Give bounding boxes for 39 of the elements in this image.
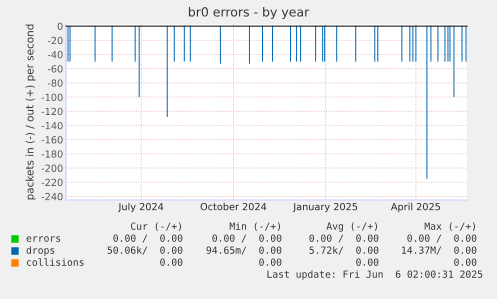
legend-label: drops: [26, 246, 54, 256]
text: 0.00: [160, 258, 182, 266]
y-tick-label: 0: [58, 22, 63, 30]
y-tick-label: -100: [42, 94, 63, 101]
y-tick-label: -240: [42, 192, 63, 200]
y-tick-label: -40: [48, 50, 63, 58]
text: 50.06k/ 0.00: [108, 246, 182, 255]
x-tick-label: January 2025: [292, 202, 358, 212]
x-tick-label: July 2024: [118, 202, 164, 212]
y-tick-label: -160: [42, 136, 63, 144]
text: Cur (-/+): [130, 222, 181, 231]
y-tick-label: -200: [42, 164, 63, 172]
text: 0.00: [259, 258, 282, 266]
text: Max (-/+): [424, 222, 475, 231]
y-tick-label: -220: [42, 178, 63, 186]
text: 0.00 / 0.00: [407, 234, 476, 243]
text: Avg (-/+): [326, 222, 377, 232]
text: 94.65m/ 0.00: [206, 246, 282, 255]
y-tick-label: -60: [48, 65, 63, 73]
y-tick-label: -140: [42, 122, 63, 130]
y-tick-label: -20: [48, 36, 63, 44]
y-tick-label: -120: [42, 108, 63, 116]
text: Min (-/+): [230, 222, 280, 231]
text: Last update: Fri Jun 6 02:00:31 2025: [267, 270, 482, 280]
x-tick-label: April 2025: [390, 202, 440, 212]
text: 0.00 / 0.00: [212, 234, 282, 243]
y-axis-title: packets in (-) / out (+) per second: [26, 24, 36, 200]
text: 0.00: [454, 258, 476, 266]
text: 0.00: [356, 258, 378, 266]
text: 14.37M/ 0.00: [402, 246, 476, 255]
text: 0.00 / 0.00: [113, 234, 182, 243]
legend-label: collisions: [26, 258, 84, 266]
legend-label: errors: [26, 236, 60, 242]
text: 5.72k/ 0.00: [309, 246, 378, 255]
chart-title: br0 errors - by year: [188, 6, 310, 20]
x-tick-label: October 2024: [200, 202, 266, 210]
y-tick-label: -180: [42, 150, 63, 158]
y-tick-label: -80: [48, 79, 63, 87]
text: 0.00 / 0.00: [309, 234, 378, 243]
